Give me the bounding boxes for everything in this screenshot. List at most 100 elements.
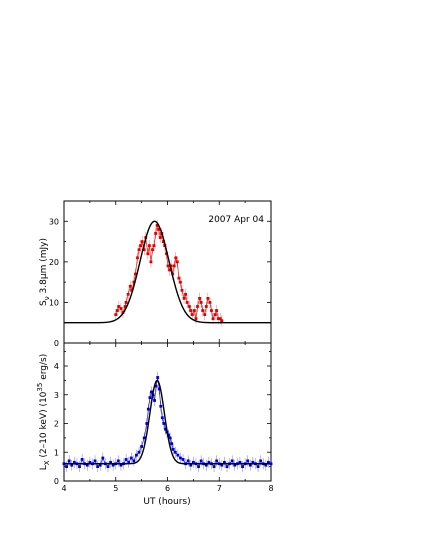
bottom-data-point bbox=[259, 459, 263, 463]
top-data-point bbox=[146, 252, 150, 256]
bottom-data-point bbox=[148, 396, 152, 400]
bottom-y-label-rest: (2–10 keV) (10 bbox=[39, 391, 49, 460]
bottom-data-point bbox=[137, 450, 141, 454]
bottom-data-point bbox=[157, 387, 161, 391]
bottom-data-point bbox=[124, 458, 128, 461]
top-data-point bbox=[208, 301, 212, 304]
bottom-data-point bbox=[156, 376, 160, 379]
bottom-y-label-end: erg/s) bbox=[39, 354, 49, 383]
top-data-point bbox=[157, 228, 161, 231]
x-tick-label: 5 bbox=[113, 484, 118, 493]
top-data-line bbox=[115, 223, 223, 321]
top-y-tick-labels: 0 10 20 30 bbox=[49, 217, 59, 348]
top-data-point bbox=[155, 223, 159, 227]
top-data-point bbox=[158, 236, 162, 239]
top-data-point bbox=[220, 319, 224, 323]
top-data-point bbox=[117, 305, 121, 308]
bottom-data-point bbox=[215, 459, 219, 463]
top-data-point bbox=[184, 292, 188, 296]
top-data-point bbox=[142, 248, 146, 252]
bottom-y-label-sup: 35 bbox=[36, 383, 44, 392]
bottom-data-point bbox=[230, 459, 234, 463]
top-data-point bbox=[174, 256, 178, 260]
top-y-label-sub: ν bbox=[43, 296, 51, 300]
bottom-y-tick-label: 0 bbox=[54, 477, 59, 486]
bottom-data-point bbox=[212, 465, 216, 469]
bottom-data-point bbox=[251, 460, 255, 464]
top-data-point bbox=[198, 296, 201, 300]
bottom-y-label-main: L bbox=[39, 465, 49, 470]
bottom-data-point bbox=[225, 465, 229, 469]
top-data-point bbox=[179, 280, 182, 284]
top-data-point bbox=[152, 244, 156, 248]
bottom-data-point bbox=[65, 465, 68, 469]
bottom-data-point bbox=[264, 463, 268, 467]
bottom-data-point bbox=[150, 390, 153, 394]
x-tick-label: 7 bbox=[217, 484, 222, 493]
top-series bbox=[64, 219, 271, 327]
bottom-data-point bbox=[153, 399, 156, 402]
top-data-point bbox=[119, 307, 123, 310]
top-data-point bbox=[166, 264, 170, 268]
bottom-data-point bbox=[248, 463, 252, 467]
top-data-point bbox=[189, 309, 193, 312]
bottom-data-point bbox=[142, 436, 146, 440]
bottom-data-point bbox=[106, 465, 110, 469]
top-data-point bbox=[115, 309, 119, 312]
bottom-data-point bbox=[159, 404, 163, 408]
top-y-label-main: S bbox=[39, 300, 49, 306]
bottom-data-point bbox=[181, 458, 185, 461]
bottom-data-point bbox=[101, 456, 105, 460]
bottom-data-point bbox=[246, 459, 250, 463]
top-data-point bbox=[114, 313, 118, 316]
bottom-data-point bbox=[238, 460, 242, 464]
top-data-point bbox=[201, 309, 205, 312]
bottom-series bbox=[62, 371, 273, 473]
top-data-point bbox=[196, 305, 199, 308]
bottom-data-point bbox=[223, 460, 226, 464]
bottom-data-point bbox=[80, 458, 84, 461]
top-data-point bbox=[134, 272, 137, 276]
bottom-data-point bbox=[78, 465, 81, 469]
bottom-data-point bbox=[267, 460, 270, 464]
top-y-tick-label: 0 bbox=[54, 339, 59, 348]
top-data-point bbox=[199, 301, 203, 304]
top-data-point bbox=[194, 317, 198, 321]
top-data-point bbox=[218, 317, 222, 321]
top-data-point bbox=[175, 260, 179, 264]
bottom-data-point bbox=[88, 460, 92, 464]
bottom-y-axis-label: LX (2–10 keV) (1035 erg/s) bbox=[36, 354, 51, 470]
bottom-data-point bbox=[93, 459, 97, 463]
bottom-data-point bbox=[189, 463, 193, 467]
top-model-curve bbox=[64, 220, 271, 324]
top-data-point bbox=[130, 288, 134, 292]
bottom-data-point bbox=[241, 465, 244, 469]
bottom-axis-ticks bbox=[63, 343, 272, 482]
top-y-tick-label: 10 bbox=[49, 298, 59, 307]
bottom-data-point bbox=[173, 450, 177, 454]
bottom-data-line bbox=[63, 377, 272, 468]
top-data-point bbox=[139, 244, 142, 248]
bottom-x-tick-labels: 4 5 6 7 8 bbox=[61, 484, 273, 493]
bottom-data-point bbox=[167, 433, 170, 437]
bottom-data-point bbox=[109, 460, 112, 464]
bottom-data-point bbox=[67, 459, 71, 463]
bottom-data-point bbox=[176, 453, 180, 457]
bottom-data-point bbox=[145, 422, 149, 425]
top-data-point bbox=[193, 309, 196, 312]
top-data-point bbox=[137, 248, 141, 252]
top-data-point bbox=[187, 305, 191, 308]
bottom-data-point bbox=[179, 456, 182, 460]
top-data-point bbox=[213, 313, 217, 316]
top-data-point bbox=[149, 260, 153, 264]
top-y-tick-label: 20 bbox=[49, 258, 59, 267]
bottom-y-tick-label: 4 bbox=[54, 362, 59, 371]
top-data-point bbox=[177, 276, 181, 280]
bottom-data-point bbox=[171, 447, 175, 451]
x-tick-label: 8 bbox=[268, 484, 273, 493]
top-data-point bbox=[126, 292, 130, 296]
top-data-point bbox=[204, 305, 208, 308]
bottom-data-point bbox=[127, 460, 131, 464]
bottom-data-point bbox=[116, 459, 120, 463]
